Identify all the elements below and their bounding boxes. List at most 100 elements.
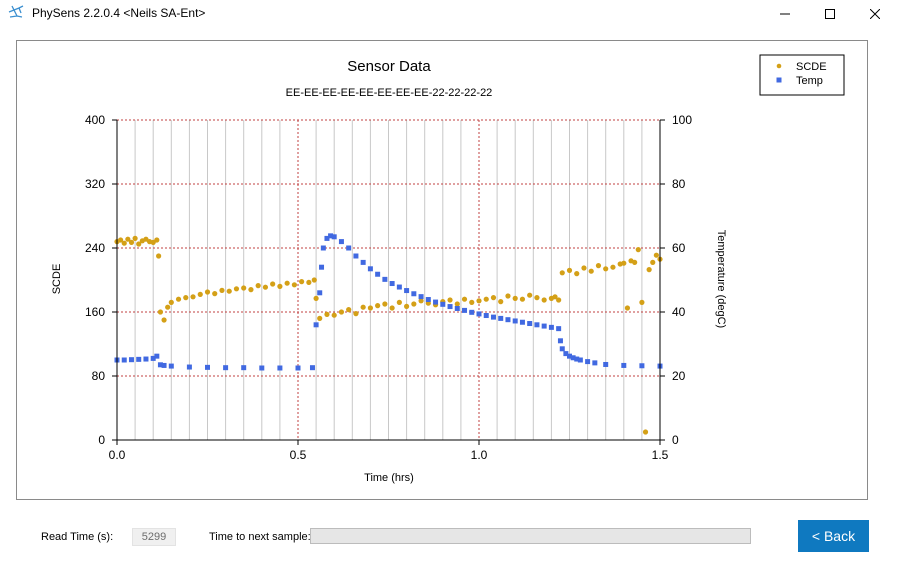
chart-subtitle: EE-EE-EE-EE-EE-EE-EE-EE-22-22-22-22 [286,87,493,99]
scde-point [121,240,127,246]
scde-point [311,277,317,283]
scde-point [621,260,627,266]
temp-point [447,304,453,310]
scde-point [490,295,497,301]
scde-point [498,299,504,305]
temp-point [563,351,569,357]
y-tick-label: 240 [85,241,105,255]
temp-point [570,355,576,361]
temp-point [346,245,352,251]
temp-point [331,234,337,240]
temp-point [338,239,344,245]
temp-point [328,233,334,239]
temp-point [534,322,540,328]
temp-point [136,356,142,362]
maximize-icon [825,9,835,19]
close-button[interactable] [852,0,898,28]
temp-point [639,363,645,369]
scde-point [353,311,359,317]
scde-point [461,296,468,302]
back-button[interactable]: < Back [798,520,869,552]
scde-point [128,239,135,245]
y-tick-label: 400 [85,113,105,127]
temp-point [621,362,627,368]
temp-point [585,359,591,365]
temp-point [425,297,431,303]
scde-point [175,296,182,302]
y-tick-label: 320 [85,177,105,191]
temp-point [157,362,163,368]
temp-point [186,364,192,370]
scde-point [534,295,540,301]
scde-point [367,305,373,311]
y-axis-label: SCDE [51,264,63,295]
title-bar: PhySens 2.2.0.4 <Neils SA-Ent> [0,0,898,28]
legend-box [759,54,845,96]
plot-area [114,233,663,435]
temp-point [353,253,359,259]
scde-point [610,264,616,270]
scde-point [476,298,482,304]
scde-point [136,241,142,247]
temp-point [319,264,325,270]
scde-point [581,265,587,271]
scde-point [197,291,203,297]
temp-point [592,360,598,366]
temp-point [324,235,330,241]
temp-point [259,365,265,371]
scde-point [574,271,580,277]
scde-point [556,297,562,303]
legend-label-temp: Temp [796,75,823,87]
scde-point [552,294,558,300]
temp-point [168,363,174,369]
temp-point [313,322,319,328]
temp-point [389,281,395,287]
temp-point [469,309,475,315]
temp-point [382,276,388,282]
scde-point [642,429,649,435]
scde-point [161,317,167,323]
scde-point [650,259,656,265]
temp-point [320,245,326,251]
minimize-icon [780,13,790,15]
temp-point [154,353,160,359]
scde-point [125,236,131,242]
scde-point [595,263,602,269]
maximize-button[interactable] [807,0,853,28]
scde-point [324,311,330,317]
temp-point [309,365,315,371]
scde-point [183,295,189,301]
minimize-button[interactable] [762,0,808,28]
scde-point [317,315,323,321]
temp-point [498,315,504,321]
scde-point [212,291,218,297]
temp-point [548,324,554,330]
temp-point [512,318,518,324]
temp-point [161,362,167,368]
y2-tick-label: 60 [672,241,686,255]
scde-point [132,235,138,241]
scde-point [404,303,410,309]
temp-point [559,346,565,352]
x-tick-label: 1.5 [652,448,669,462]
scde-point [346,307,352,313]
temp-point [476,311,482,317]
temp-point [574,356,580,362]
temp-point [505,317,511,323]
temp-point [411,291,417,297]
legend-marker-scde [776,63,782,69]
temp-point [577,357,583,363]
y2-tick-label: 0 [672,433,679,447]
temp-point [143,356,149,362]
close-icon [870,9,880,19]
scde-point [566,267,573,273]
scde-point [157,309,164,315]
scde-point [360,304,366,310]
x-tick-label: 1.0 [471,448,488,462]
scde-point [505,293,511,299]
app-icon [8,5,24,18]
read-time-field: 5299 [132,528,176,546]
scde-point [233,286,240,292]
temp-point [295,365,301,371]
y2-tick-label: 20 [672,369,686,383]
